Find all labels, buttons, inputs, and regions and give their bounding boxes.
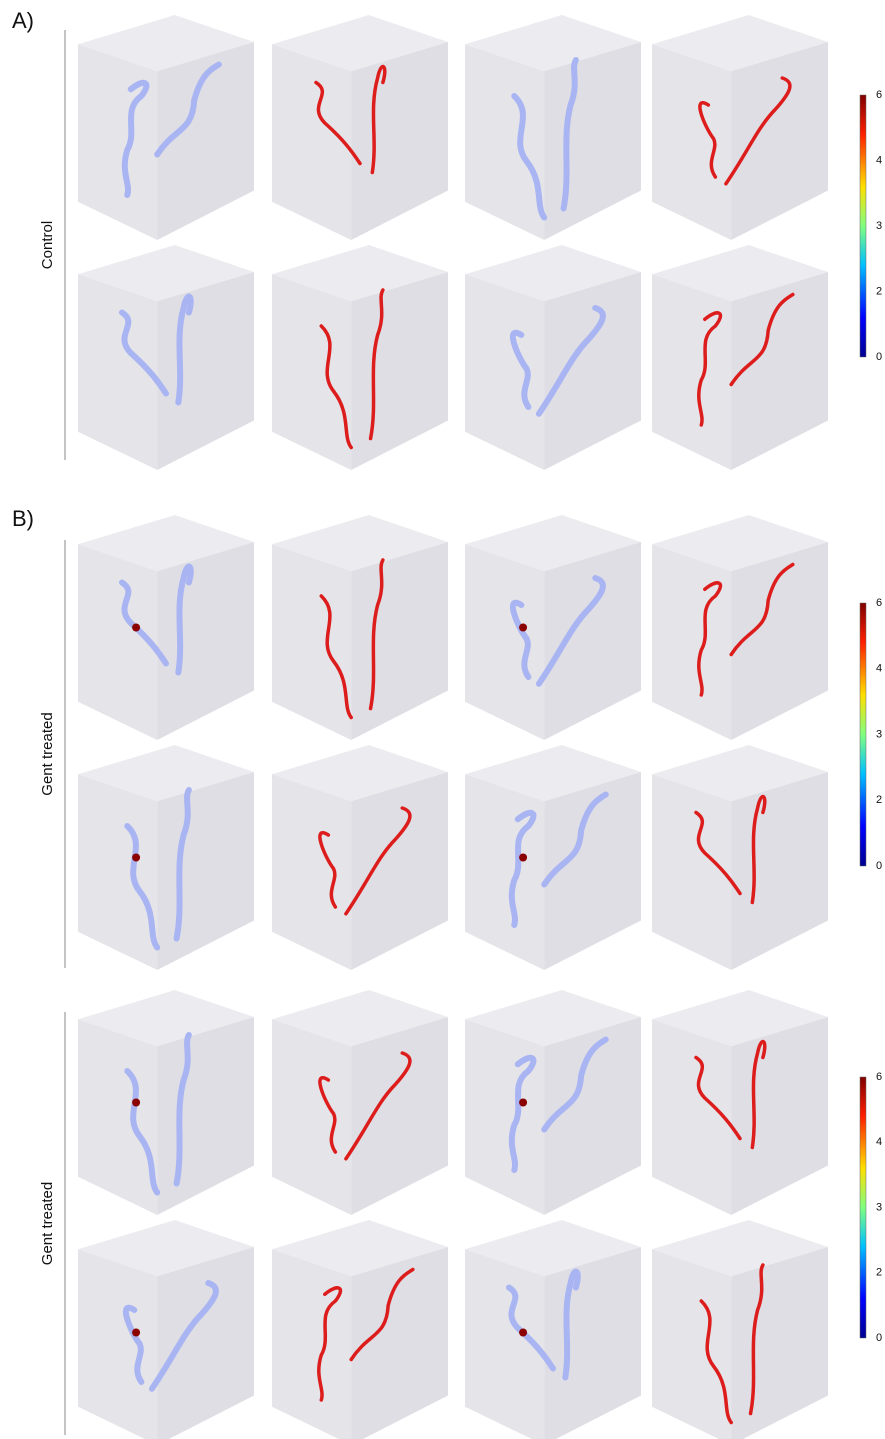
colorbar-tick-label: 2 [876, 1267, 882, 1279]
cube-left [652, 44, 731, 240]
cube-right [544, 542, 641, 740]
group-label: Gent treated [39, 1182, 56, 1265]
volume-render [272, 745, 448, 970]
volume-render [465, 745, 641, 970]
cube-left [652, 1019, 731, 1215]
cube-left [78, 1249, 157, 1439]
cube-right [731, 272, 828, 470]
volume-render [652, 15, 828, 240]
hotspot [519, 854, 527, 862]
cube-right [731, 42, 828, 240]
volume-render [465, 15, 641, 240]
volume-render [465, 990, 641, 1215]
volume-render [78, 15, 254, 240]
hotspot [132, 1099, 140, 1107]
cube-left [272, 774, 351, 970]
colorbar-tick-label: 6 [876, 89, 882, 101]
cube-left [652, 274, 731, 470]
colorbar-tick-label: 6 [876, 1071, 882, 1083]
volume-render [652, 1220, 828, 1439]
colorbar-tick-label: 2 [876, 794, 882, 806]
cube-left [465, 1019, 544, 1215]
cube-left [272, 274, 351, 470]
figure: A) B) Control 6 4 3 2 0 Gent treated 6 4 3 2 0 Gent … [0, 0, 885, 1439]
hotspot [132, 854, 140, 862]
cube-right [544, 272, 641, 470]
cube-right [157, 1017, 254, 1215]
volume-render [652, 990, 828, 1215]
cube-left [272, 1019, 351, 1215]
cube-right [731, 1017, 828, 1215]
colorbar-tick-label: 3 [876, 1201, 882, 1213]
group-label: Control [39, 221, 56, 269]
cube-right [157, 542, 254, 740]
volume-render [78, 1220, 254, 1439]
volume-render [272, 515, 448, 740]
colorbar-tick-label: 6 [876, 597, 882, 609]
cube-left [78, 544, 157, 740]
colorbar-tick-label: 4 [876, 663, 882, 675]
colorbar-tick-label: 4 [876, 154, 882, 166]
cube-right [351, 542, 448, 740]
colorbar [860, 1077, 866, 1338]
cube-right [157, 272, 254, 470]
group-label: Gent treated [39, 712, 56, 795]
colorbar-tick-label: 0 [876, 860, 882, 872]
panel-label: A) [12, 8, 34, 33]
volume-render [652, 745, 828, 970]
colorbar-tick-label: 3 [876, 728, 882, 740]
volume-render [78, 515, 254, 740]
volume-render [272, 15, 448, 240]
cube-left [272, 44, 351, 240]
cube-left [465, 44, 544, 240]
volume-render [465, 245, 641, 470]
colorbar [860, 603, 866, 866]
hotspot [132, 1329, 140, 1337]
colorbar-tick-label: 0 [876, 351, 882, 363]
cube-right [351, 272, 448, 470]
volume-render [465, 1220, 641, 1439]
cube-right [157, 1247, 254, 1439]
cube-right [731, 772, 828, 970]
cube-left [272, 544, 351, 740]
cube-right [544, 42, 641, 240]
cube-left [465, 774, 544, 970]
volume-render [652, 515, 828, 740]
cube-left [78, 44, 157, 240]
cube-left [652, 544, 731, 740]
cube-left [78, 274, 157, 470]
panel-label: B) [12, 506, 34, 531]
volume-render [78, 245, 254, 470]
volume-render [465, 515, 641, 740]
cube-left [78, 1019, 157, 1215]
volume-render [272, 1220, 448, 1439]
colorbar-tick-label: 0 [876, 1332, 882, 1344]
cube-left [465, 544, 544, 740]
volume-render [272, 990, 448, 1215]
cube-right [731, 542, 828, 740]
cube-left [652, 1249, 731, 1439]
colorbar-tick-label: 4 [876, 1136, 882, 1148]
cube-right [544, 1247, 641, 1439]
hotspot [519, 1099, 527, 1107]
cube-right [731, 1247, 828, 1439]
colorbar-tick-label: 3 [876, 220, 882, 232]
hotspot [519, 624, 527, 632]
volume-render [652, 245, 828, 470]
cube-left [652, 774, 731, 970]
colorbar-tick-label: 2 [876, 285, 882, 297]
cube-right [351, 42, 448, 240]
colorbar [860, 95, 866, 357]
cube-right [157, 772, 254, 970]
hotspot [132, 624, 140, 632]
cube-right [351, 772, 448, 970]
cube-left [78, 774, 157, 970]
cube-left [272, 1249, 351, 1439]
volume-render [78, 745, 254, 970]
volume-render [78, 990, 254, 1215]
cube-left [465, 274, 544, 470]
volume-render [272, 245, 448, 470]
cube-right [351, 1017, 448, 1215]
hotspot [519, 1329, 527, 1337]
